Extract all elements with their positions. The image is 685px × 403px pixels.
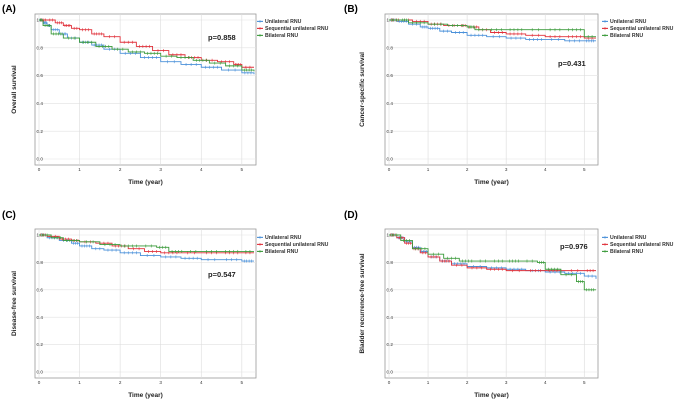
- x-axis-title: Time (year): [128, 179, 163, 186]
- plot-frame: [384, 228, 599, 379]
- x-axis-title: Time (year): [474, 179, 509, 186]
- x-tick-label: 3: [505, 380, 508, 385]
- y-tick-label: 0.8: [387, 45, 394, 50]
- y-tick-label: 0.0: [387, 157, 394, 162]
- p-value: p=0.976: [560, 242, 588, 251]
- x-axis-title: Time (year): [128, 392, 163, 399]
- series-line-sequential-unilateral-rnu: [389, 234, 596, 272]
- legend-label: Sequential unilateral RNU: [610, 26, 674, 32]
- y-tick-label: 0.0: [387, 370, 394, 375]
- legend-label: Bilateral RNU: [265, 249, 298, 255]
- p-value: p=0.858: [208, 33, 236, 42]
- y-axis-title: Disease-free survival: [11, 271, 18, 336]
- panel-label: (B): [344, 4, 358, 15]
- y-tick-label: 0.8: [37, 260, 44, 265]
- series-line-bilateral-rnu: [389, 19, 596, 38]
- x-tick-label: 0: [38, 380, 41, 385]
- x-tick-label: 3: [159, 167, 162, 172]
- x-tick-label: 5: [241, 380, 244, 385]
- legend-label: Unilateral RNU: [610, 19, 647, 25]
- panel-label: (D): [344, 210, 358, 221]
- x-tick-label: 5: [241, 167, 244, 172]
- legend-label: Sequential unilateral RNU: [265, 242, 329, 248]
- x-tick-label: 3: [505, 167, 508, 172]
- x-tick-label: 0: [38, 167, 41, 172]
- x-tick-label: 3: [159, 380, 162, 385]
- plot-frame: [34, 228, 257, 379]
- x-tick-label: 2: [466, 380, 469, 385]
- x-tick-label: 4: [544, 380, 547, 385]
- y-axis-title: Bladder recurrence-free survival: [359, 253, 366, 353]
- legend-label: Unilateral RNU: [265, 235, 302, 241]
- x-tick-label: 5: [583, 167, 586, 172]
- x-tick-label: 0: [388, 167, 391, 172]
- y-tick-label: 0.6: [387, 287, 394, 292]
- legend-label: Sequential unilateral RNU: [265, 26, 329, 32]
- x-tick-label: 4: [200, 380, 203, 385]
- legend-label: Bilateral RNU: [610, 33, 643, 39]
- y-tick-label: 0.0: [37, 370, 44, 375]
- x-tick-label: 4: [544, 167, 547, 172]
- series-line-sequential-unilateral-rnu: [39, 19, 254, 68]
- legend-label: Unilateral RNU: [610, 235, 647, 241]
- x-tick-label: 1: [78, 167, 81, 172]
- y-tick-label: 0.2: [387, 342, 394, 347]
- x-tick-label: 2: [119, 167, 122, 172]
- x-tick-label: 1: [427, 380, 430, 385]
- y-tick-label: 0.8: [387, 260, 394, 265]
- legend-label: Sequential unilateral RNU: [610, 242, 674, 248]
- p-value: p=0.547: [208, 270, 236, 279]
- x-tick-label: 2: [466, 167, 469, 172]
- x-tick-label: 1: [78, 380, 81, 385]
- series-line-bilateral-rnu: [39, 19, 255, 72]
- x-tick-label: 5: [583, 380, 586, 385]
- p-value: p=0.431: [558, 59, 586, 68]
- x-tick-label: 1: [427, 167, 430, 172]
- y-tick-label: 0.8: [37, 45, 44, 50]
- y-tick-label: 0.4: [37, 101, 44, 106]
- y-tick-label: 0.6: [387, 73, 394, 78]
- y-tick-label: 0.2: [37, 129, 44, 134]
- y-tick-label: 0.2: [37, 342, 44, 347]
- x-axis-title: Time (year): [474, 392, 509, 399]
- y-axis-title: Overall survival: [11, 65, 18, 114]
- y-tick-label: 0.6: [37, 287, 44, 292]
- legend-label: Bilateral RNU: [610, 249, 643, 255]
- y-axis-title: Cancer-specific survival: [359, 52, 366, 127]
- x-tick-label: 4: [200, 167, 203, 172]
- legend-label: Unilateral RNU: [265, 19, 302, 25]
- panel-label: (C): [2, 210, 16, 221]
- plot-frame: [34, 13, 257, 166]
- x-tick-label: 0: [388, 380, 391, 385]
- y-tick-label: 0.0: [37, 157, 44, 162]
- y-tick-label: 0.2: [387, 129, 394, 134]
- y-tick-label: 0.4: [387, 315, 394, 320]
- x-tick-label: 2: [119, 380, 122, 385]
- legend-label: Bilateral RNU: [265, 33, 298, 39]
- panel-label: (A): [2, 4, 16, 15]
- y-tick-label: 0.4: [387, 101, 394, 106]
- y-tick-label: 0.4: [37, 315, 44, 320]
- y-tick-label: 0.6: [37, 73, 44, 78]
